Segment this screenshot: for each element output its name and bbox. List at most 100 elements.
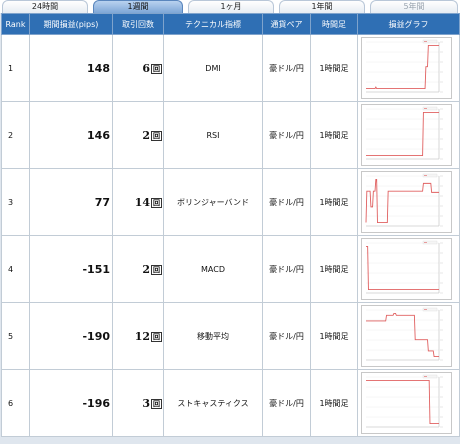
col-header-indicator: テクニカル指標: [163, 13, 263, 35]
ranking-table: Rank 期間損益(pips) 取引回数 テクニカル指標 通貨ペア 時間足 損益…: [1, 13, 460, 437]
tab-1week[interactable]: 1週間: [93, 0, 183, 13]
table-row[interactable]: 3 77 14 回 ボリンジャーバンド 豪ドル/円 1時間足: [1, 168, 460, 236]
graph-cell[interactable]: [357, 369, 460, 437]
profit-graph-thumbnail[interactable]: [361, 171, 452, 233]
trade-count: 3: [142, 396, 150, 410]
tab-1month[interactable]: 1ヶ月: [188, 0, 274, 13]
graph-legend: [422, 106, 438, 111]
col-header-graph: 損益グラフ: [357, 13, 460, 35]
ranking-table-container: Rank 期間損益(pips) 取引回数 テクニカル指標 通貨ペア 時間足 損益…: [0, 13, 460, 444]
profit-graph-thumbnail[interactable]: [361, 37, 452, 99]
graph-frame: [361, 37, 452, 99]
graph-legend: [422, 307, 438, 312]
count-suffix: 回: [151, 264, 162, 275]
count-suffix: 回: [151, 63, 162, 74]
trade-count: 12: [134, 329, 150, 343]
pair-cell: 豪ドル/円: [262, 369, 311, 437]
pair-cell: 豪ドル/円: [262, 34, 311, 102]
pips-cell: -190: [29, 302, 113, 370]
profit-line: [366, 112, 439, 156]
timeframe-cell: 1時間足: [310, 101, 358, 169]
col-header-pair: 通貨ペア: [262, 13, 311, 35]
count-suffix: 回: [151, 331, 162, 342]
pair-cell: 豪ドル/円: [262, 302, 311, 370]
pips-cell: -196: [29, 369, 113, 437]
period-tabs: 24時間 1週間 1ヶ月 1年間 5年間: [0, 0, 460, 13]
profit-line: [366, 380, 439, 424]
timeframe-cell: 1時間足: [310, 302, 358, 370]
trade-count: 2: [142, 128, 150, 142]
col-header-pips: 期間損益(pips): [29, 13, 113, 35]
pips-cell: 146: [29, 101, 113, 169]
graph-legend: [422, 374, 438, 379]
rank-cell: 5: [1, 302, 30, 370]
col-header-rank: Rank: [1, 13, 30, 35]
rank-cell: 6: [1, 369, 30, 437]
graph-cell[interactable]: [357, 302, 460, 370]
indicator-cell[interactable]: RSI: [163, 101, 263, 169]
col-header-timeframe: 時間足: [310, 13, 358, 35]
pips-cell: 148: [29, 34, 113, 102]
profit-graph-thumbnail[interactable]: [361, 372, 452, 434]
graph-legend: [422, 240, 438, 245]
indicator-cell[interactable]: MACD: [163, 235, 263, 303]
graph-frame: [361, 238, 452, 300]
trade-count: 14: [134, 195, 150, 209]
table-header-row: Rank 期間損益(pips) 取引回数 テクニカル指標 通貨ペア 時間足 損益…: [1, 13, 460, 35]
trade-count-cell: 14 回: [112, 168, 164, 236]
col-header-count: 取引回数: [112, 13, 164, 35]
rank-cell: 4: [1, 235, 30, 303]
profit-graph-thumbnail[interactable]: [361, 238, 452, 300]
tab-5year: 5年間: [370, 0, 458, 13]
pair-cell: 豪ドル/円: [262, 235, 311, 303]
indicator-cell[interactable]: ボリンジャーバンド: [163, 168, 263, 236]
pair-cell: 豪ドル/円: [262, 168, 311, 236]
timeframe-cell: 1時間足: [310, 34, 358, 102]
rank-cell: 3: [1, 168, 30, 236]
profit-line: [366, 45, 439, 89]
tab-24h[interactable]: 24時間: [2, 0, 88, 13]
profit-graph-thumbnail[interactable]: [361, 104, 452, 166]
timeframe-cell: 1時間足: [310, 168, 358, 236]
graph-cell[interactable]: [357, 34, 460, 102]
count-suffix: 回: [151, 197, 162, 208]
profit-line: [365, 179, 439, 223]
trade-count-cell: 12 回: [112, 302, 164, 370]
indicator-cell[interactable]: ストキャスティクス: [163, 369, 263, 437]
pips-cell: 77: [29, 168, 113, 236]
graph-frame: [361, 171, 452, 233]
graph-cell[interactable]: [357, 101, 460, 169]
graph-cell[interactable]: [357, 168, 460, 236]
graph-frame: [361, 372, 452, 434]
timeframe-cell: 1時間足: [310, 235, 358, 303]
profit-line: [366, 246, 439, 290]
graph-frame: [361, 104, 452, 166]
pair-cell: 豪ドル/円: [262, 101, 311, 169]
trade-count: 6: [142, 61, 150, 75]
graph-cell[interactable]: [357, 235, 460, 303]
graph-legend: [422, 39, 438, 44]
indicator-cell[interactable]: DMI: [163, 34, 263, 102]
profit-line: [366, 313, 439, 357]
graph-frame: [361, 305, 452, 367]
rank-cell: 1: [1, 34, 30, 102]
table-row[interactable]: 5 -190 12 回 移動平均 豪ドル/円 1時間足: [1, 302, 460, 370]
count-suffix: 回: [151, 130, 162, 141]
tab-1year[interactable]: 1年間: [279, 0, 365, 13]
trade-count: 2: [142, 262, 150, 276]
graph-legend: [422, 173, 438, 178]
profit-graph-thumbnail[interactable]: [361, 305, 452, 367]
rank-cell: 2: [1, 101, 30, 169]
indicator-cell[interactable]: 移動平均: [163, 302, 263, 370]
count-suffix: 回: [151, 398, 162, 409]
pips-cell: -151: [29, 235, 113, 303]
timeframe-cell: 1時間足: [310, 369, 358, 437]
